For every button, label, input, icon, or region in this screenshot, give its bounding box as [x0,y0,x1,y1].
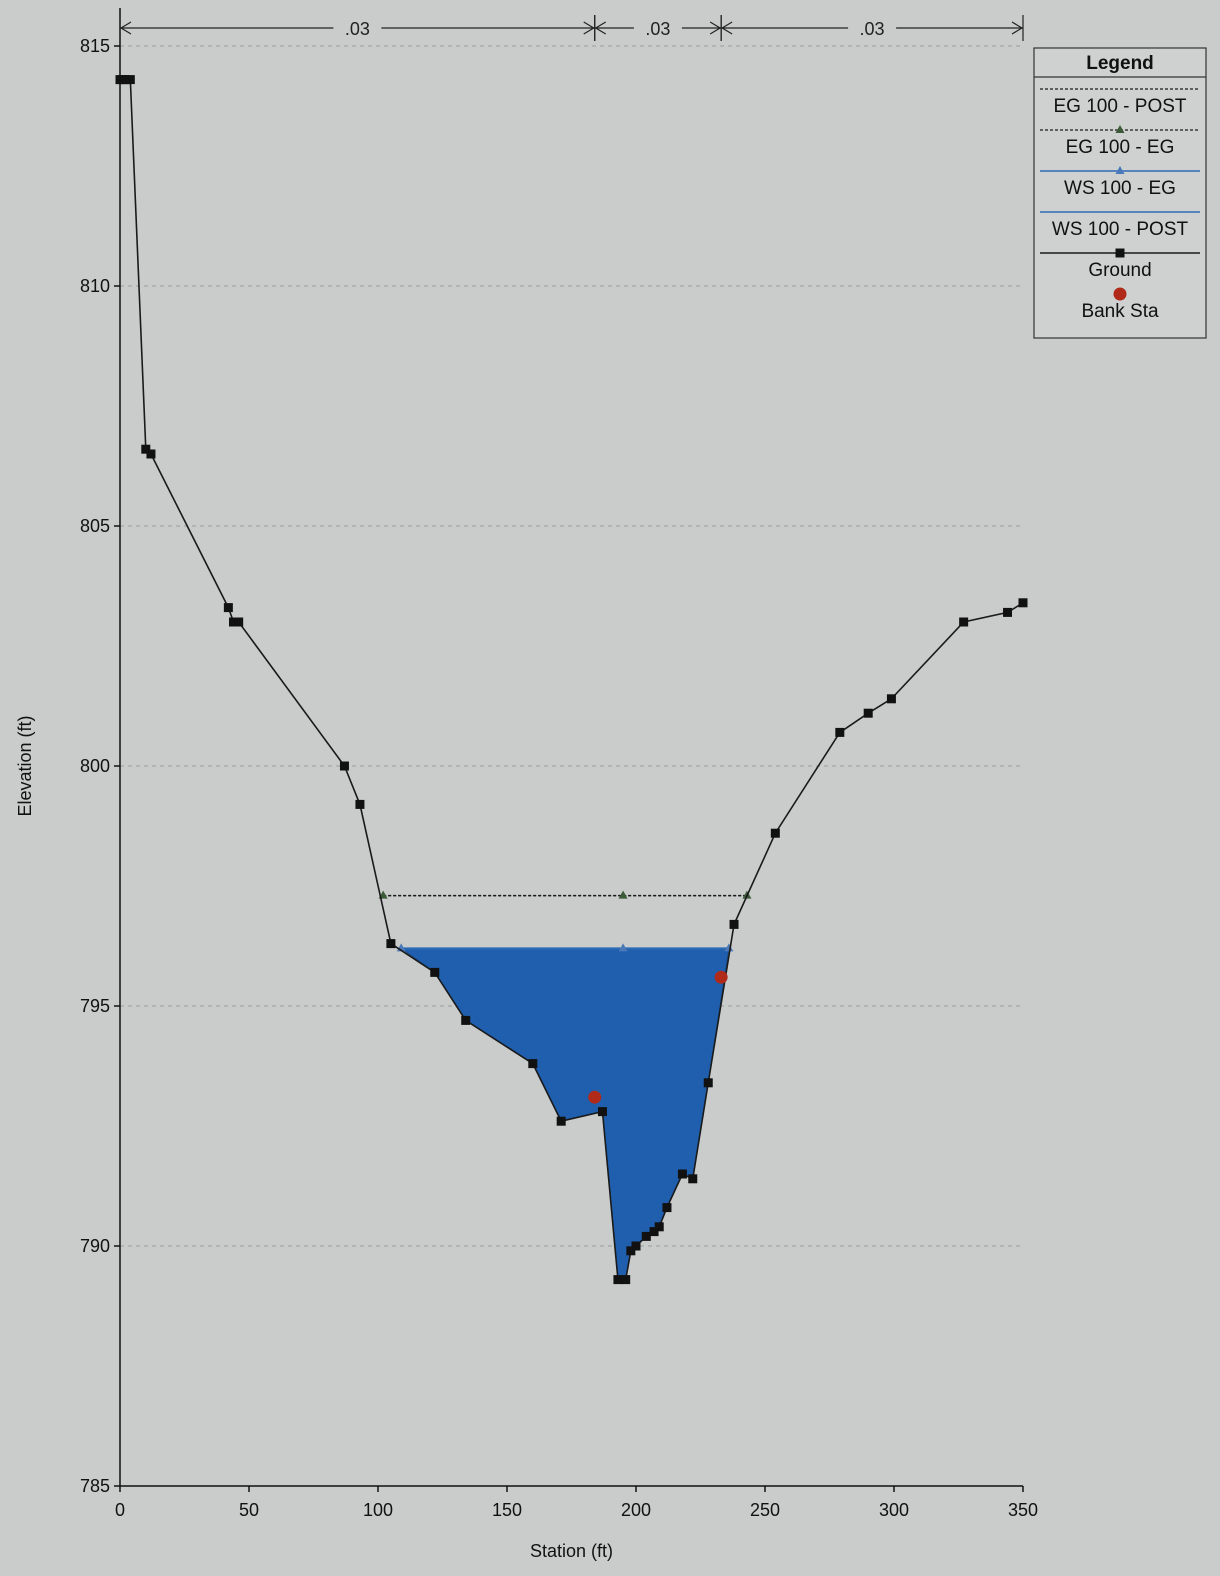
manning-arrow-right [1011,21,1024,35]
ground-point [597,1107,607,1117]
manning-arrow-right [583,21,595,35]
x-tick-label: 100 [363,1500,393,1520]
manning-arrow-left [720,21,733,35]
y-tick-label: 815 [80,36,110,56]
ground-point [688,1174,698,1184]
ground-point [430,967,440,977]
ground-point [339,761,349,771]
legend-marker-triangle [1115,125,1125,133]
y-tick-label: 810 [80,276,110,296]
ground-point [229,617,239,627]
ground-point [386,939,396,949]
ground-point [613,1275,623,1285]
y-tick-label: 790 [80,1236,110,1256]
ground-point [662,1203,672,1213]
ground-point [770,828,780,838]
legend-marker-triangle [1115,166,1125,174]
ground-point [146,449,156,459]
ground-point [835,727,845,737]
x-tick-label: 200 [621,1500,651,1520]
ground-point [863,708,873,718]
x-tick-label: 0 [115,1500,125,1520]
legend-entry-label: Ground [1088,260,1151,281]
x-tick-label: 250 [750,1500,780,1520]
legend-entry-label: Bank Sta [1081,301,1159,322]
ground-point [703,1078,713,1088]
ground-point [141,444,151,454]
x-tick-label: 350 [1008,1500,1038,1520]
water-area [399,947,730,1281]
ground-point [234,617,244,627]
manning-arrow-left [594,21,607,35]
x-tick-label: 50 [239,1500,259,1520]
manning-n-label: .03 [345,19,370,39]
ground-point [1003,607,1013,617]
ground-point [461,1015,471,1025]
ground-point [125,75,135,85]
ground-point [959,617,969,627]
legend-entry-label: WS 100 - EG [1064,178,1176,199]
legend-entry-label: EG 100 - POST [1053,96,1186,117]
legend-title: Legend [1086,53,1154,74]
x-tick-label: 150 [492,1500,522,1520]
manning-n-label: .03 [860,19,885,39]
ground-point [223,603,233,613]
manning-arrow-right [709,21,722,35]
legend-entry-label: EG 100 - EG [1066,137,1175,158]
ground-point [729,919,739,929]
ground-point [528,1059,538,1069]
bank-station-marker [588,1090,602,1104]
y-tick-label: 795 [80,996,110,1016]
legend-marker-circle [1113,287,1127,301]
legend-entry-label: WS 100 - POST [1052,219,1189,240]
ground-point [626,1246,636,1256]
y-tick-label: 805 [80,516,110,536]
x-axis-title: Station (ft) [530,1541,613,1561]
x-tick-label: 300 [879,1500,909,1520]
ground-point [886,694,896,704]
ws-100-eg-marker [618,943,628,952]
manning-arrow-left [119,21,132,35]
ground-point [120,75,130,85]
ground-point [649,1227,659,1237]
manning-n-label: .03 [645,19,670,39]
ground-point [556,1116,566,1126]
legend-marker-square [1115,248,1125,258]
y-tick-label: 785 [80,1476,110,1496]
ground-point [677,1169,687,1179]
y-axis-title: Elevation (ft) [15,715,35,816]
ground-point [355,799,365,809]
bank-station-marker [714,970,728,984]
ground-point [631,1241,641,1251]
ground-point [621,1275,631,1285]
ground-point [1018,598,1028,608]
eg-100-eg-marker [618,890,628,899]
ws-100-eg-marker [724,943,734,952]
ground-point [654,1222,664,1232]
ground-point [641,1231,651,1241]
y-tick-label: 800 [80,756,110,776]
